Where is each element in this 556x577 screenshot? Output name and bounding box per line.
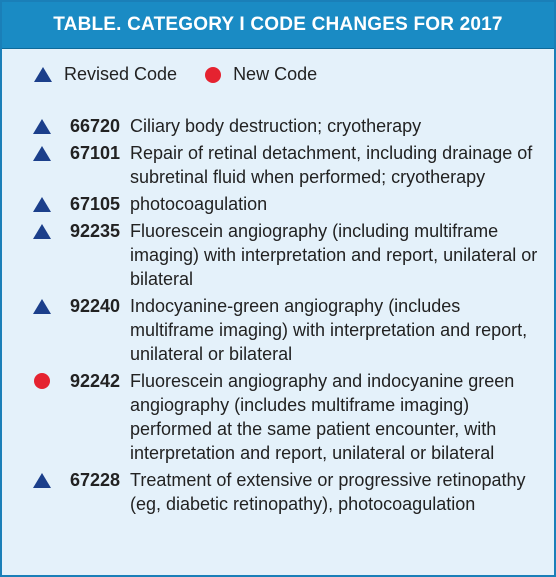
code-description: Indocyanine-green angiography (includes … (130, 296, 528, 364)
table-row: 92242 Fluorescein angiography and indocy… (32, 369, 546, 465)
row-marker (32, 468, 52, 492)
code-value: 92242 (69, 371, 120, 391)
code-description: Fluorescein angiography (including multi… (130, 221, 538, 289)
code-value: 67101 (69, 143, 120, 163)
row-marker (32, 219, 52, 243)
code-value: 92235 (69, 221, 120, 241)
table-title: TABLE. CATEGORY I CODE CHANGES FOR 2017 (2, 2, 554, 49)
row-marker (32, 369, 52, 393)
legend: Revised Code New Code (34, 64, 317, 85)
code-description: Ciliary body destruction; cryotherapy (130, 116, 422, 136)
table-row: 92235 Fluorescein angiography (including… (32, 219, 546, 291)
code-value: 67228 (69, 470, 120, 490)
triangle-icon (33, 145, 51, 161)
code-value: 66720 (69, 116, 120, 136)
table-row: 66720 Ciliary body destruction; cryother… (32, 114, 546, 138)
legend-revised-label: Revised Code (64, 64, 178, 84)
table-row: 67101 Repair of retinal detachment, incl… (32, 141, 546, 189)
legend-revised: Revised Code (34, 64, 177, 85)
code-description: Treatment of extensive or progressive re… (130, 470, 526, 514)
triangle-icon (34, 67, 52, 82)
circle-icon (34, 373, 50, 389)
table-row: 92240 Indocyanine-green angiography (inc… (32, 294, 546, 366)
row-marker (32, 114, 52, 138)
table-row: 67228 Treatment of extensive or progress… (32, 468, 546, 516)
triangle-icon (33, 118, 51, 134)
row-marker (32, 294, 52, 318)
code-value: 67105 (69, 194, 120, 214)
row-marker (32, 192, 52, 216)
triangle-icon (33, 196, 51, 212)
code-description: Repair of retinal detachment, including … (130, 143, 533, 187)
triangle-icon (33, 472, 51, 488)
triangle-icon (33, 298, 51, 314)
code-value: 92240 (69, 296, 120, 316)
circle-icon (205, 66, 222, 83)
legend-new: New Code (205, 64, 317, 85)
code-description: photocoagulation (130, 194, 268, 214)
table-row: 67105 photocoagulation (32, 192, 546, 216)
code-description: Fluorescein angiography and indocyanine … (130, 371, 515, 463)
triangle-icon (33, 223, 51, 239)
code-list: 66720 Ciliary body destruction; cryother… (32, 114, 546, 519)
legend-new-label: New Code (233, 64, 318, 84)
row-marker (32, 141, 52, 165)
